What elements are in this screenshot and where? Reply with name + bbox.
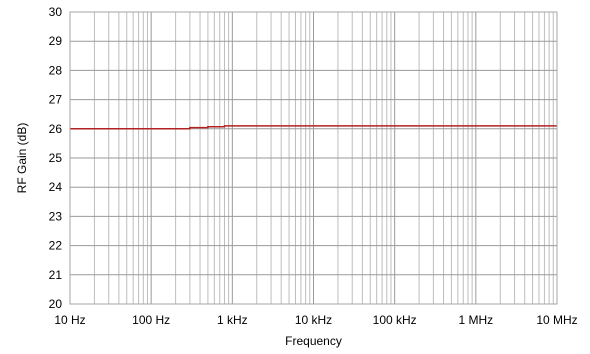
y-tick-label: 30 [49, 5, 63, 19]
x-tick-label: 10 MHz [536, 313, 577, 327]
y-tick-label: 27 [49, 93, 63, 107]
x-tick-label: 10 kHz [295, 313, 332, 327]
x-tick-label: 100 Hz [132, 313, 170, 327]
y-tick-label: 26 [49, 122, 63, 136]
series-layer [70, 125, 557, 130]
y-tick-labels: 20 21 22 23 24 25 26 27 28 29 30 [49, 5, 63, 311]
x-tick-label: 100 kHz [373, 313, 417, 327]
y-tick-label: 20 [49, 297, 63, 311]
x-tick-label: 10 Hz [54, 313, 85, 327]
y-tick-label: 22 [49, 239, 63, 253]
grid [69, 11, 557, 305]
y-tick-label: 23 [49, 209, 63, 223]
plot-frame [69, 11, 558, 305]
y-tick-label: 28 [49, 63, 63, 77]
y-tick-label: 25 [49, 151, 63, 165]
rf-gain-series-line [70, 125, 557, 130]
y-tick-label: 29 [49, 34, 63, 48]
y-tick-label: 21 [49, 268, 63, 282]
x-tick-label: 1 kHz [217, 313, 248, 327]
x-axis-title: Frequency [285, 334, 342, 348]
y-tick-label: 24 [49, 180, 63, 194]
x-tick-labels: 10 Hz 100 Hz 1 kHz 10 kHz 100 kHz 1 MHz 10 MHz [54, 313, 577, 327]
y-axis-title: RF Gain (dB) [15, 123, 29, 194]
x-tick-label: 1 MHz [458, 313, 493, 327]
